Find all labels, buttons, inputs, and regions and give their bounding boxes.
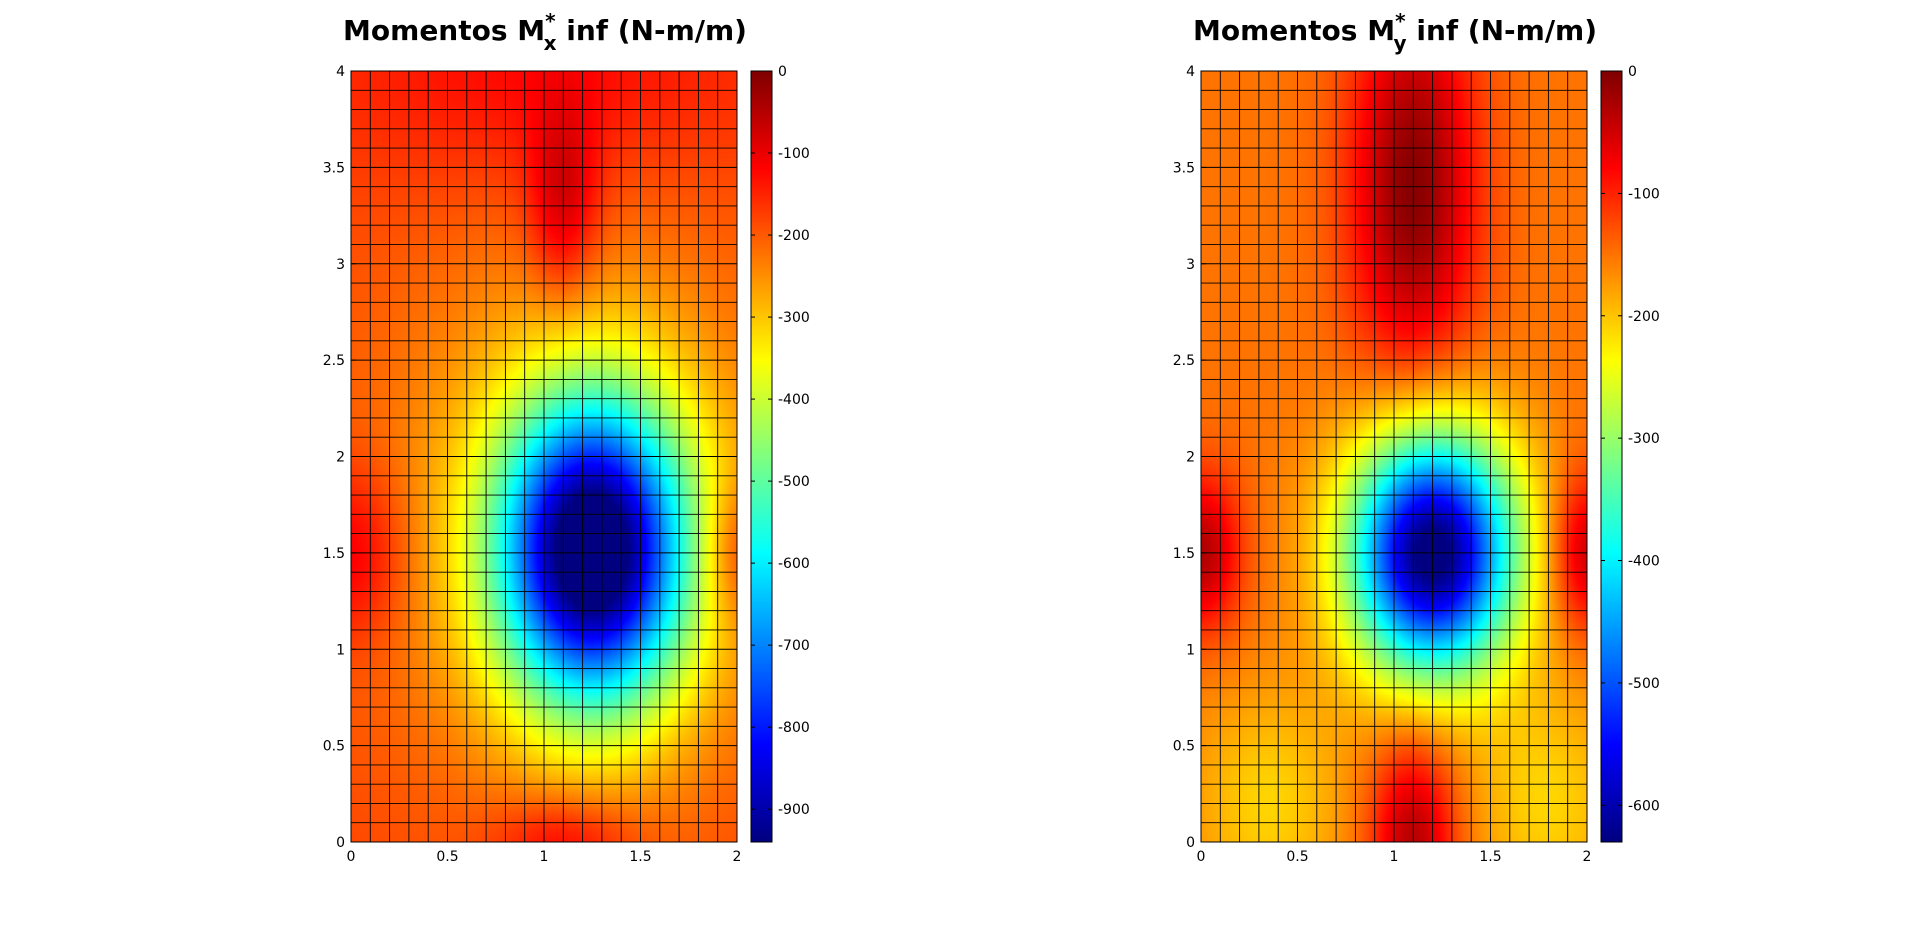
y-tick-label: 2.5 [323, 353, 345, 369]
y-tick-label: 3.5 [1173, 160, 1195, 176]
x-tick-label: 1 [1390, 849, 1399, 865]
x-tick-label: 1.5 [629, 849, 651, 865]
colorbar-tick-label: -500 [1628, 676, 1660, 692]
y-tick-label: 2.5 [1173, 353, 1195, 369]
colorbar-tick-label: -400 [1628, 554, 1660, 570]
y-tick-label: 0.5 [323, 739, 345, 755]
title-prefix: Momentos M [343, 14, 546, 47]
plot-title-mx: Momentos M*x inf (N-m/m) [343, 11, 747, 53]
x-tick-label: 1.5 [1479, 849, 1501, 865]
x-tick-label: 2 [1583, 849, 1592, 865]
colorbar-tick-label: -800 [778, 720, 810, 736]
title-superscript: * [1395, 9, 1406, 33]
colorbar-mx [751, 71, 772, 842]
colorbar-tick-label: 0 [1628, 64, 1637, 80]
x-tick-label: 2 [733, 849, 742, 865]
y-tick-label: 1.5 [323, 546, 345, 562]
title-suffix: inf (N-m/m) [556, 14, 747, 47]
colorbar-tick-label: -400 [778, 392, 810, 408]
y-tick-label: 4 [336, 64, 345, 80]
y-tick-label: 0.5 [1173, 739, 1195, 755]
colorbar-tick-label: -900 [778, 802, 810, 818]
y-tick-label: 1 [1186, 642, 1195, 658]
colorbar-tick-label: -600 [778, 556, 810, 572]
y-tick-label: 0 [1186, 835, 1195, 851]
y-tick-label: 4 [1186, 64, 1195, 80]
colorbar-tick-label: -200 [1628, 309, 1660, 325]
y-tick-label: 3 [1186, 257, 1195, 273]
colorbar-tick-label: 0 [778, 64, 787, 80]
x-tick-label: 0 [1197, 849, 1206, 865]
x-tick-label: 0.5 [436, 849, 458, 865]
y-tick-label: 1.5 [1173, 546, 1195, 562]
y-tick-label: 2 [1186, 450, 1195, 466]
y-tick-label: 2 [336, 450, 345, 466]
y-tick-label: 3.5 [323, 160, 345, 176]
title-superscript: * [545, 9, 556, 33]
heatmap-mx [351, 71, 737, 842]
colorbar-tick-label: -700 [778, 638, 810, 654]
title-suffix: inf (N-m/m) [1406, 14, 1598, 47]
title-subscript: x [543, 31, 557, 55]
colorbar-tick-label: -100 [778, 146, 810, 162]
colorbar-tick-label: -300 [778, 310, 810, 326]
colorbar-tick-label: -100 [1628, 186, 1660, 202]
x-tick-label: 0.5 [1286, 849, 1308, 865]
y-tick-label: 3 [336, 257, 345, 273]
colorbar-tick-label: -600 [1628, 798, 1660, 814]
colorbar-my [1601, 71, 1622, 842]
title-prefix: Momentos M [1192, 14, 1396, 47]
plot-title-my: Momentos M*y inf (N-m/m) [1192, 11, 1598, 53]
x-tick-label: 1 [540, 849, 549, 865]
y-tick-label: 1 [336, 642, 345, 658]
colorbar-tick-label: -500 [778, 474, 810, 490]
y-tick-label: 0 [336, 835, 345, 851]
colorbar-tick-label: -200 [778, 228, 810, 244]
title-subscript: y [1393, 31, 1407, 55]
colorbar-tick-label: -300 [1628, 431, 1660, 447]
heatmap-my [1201, 71, 1587, 842]
x-tick-label: 0 [347, 849, 356, 865]
